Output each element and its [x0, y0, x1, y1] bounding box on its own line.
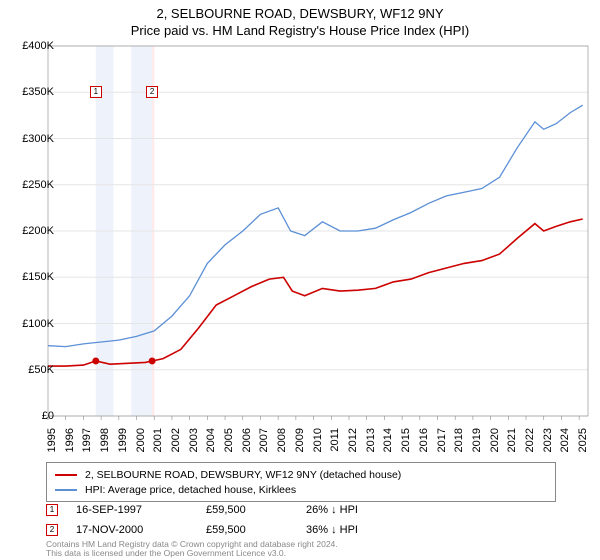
chart-plot-area [48, 46, 588, 416]
y-tick-label: £400K [8, 40, 54, 52]
y-tick-label: £50K [8, 364, 54, 376]
sale-delta: 36% ↓ HPI [306, 524, 406, 536]
chart-container: 2, SELBOURNE ROAD, DEWSBURY, WF12 9NY Pr… [0, 0, 600, 560]
sales-table: 1 16-SEP-1997 £59,500 26% ↓ HPI 2 17-NOV… [46, 500, 406, 540]
x-tick-label: 2024 [559, 428, 571, 468]
title-line-2: Price paid vs. HM Land Registry's House … [131, 23, 469, 38]
title-line-1: 2, SELBOURNE ROAD, DEWSBURY, WF12 9NY [156, 6, 443, 21]
sale-date: 16-SEP-1997 [76, 504, 206, 516]
chart-svg [48, 46, 588, 416]
footnote: Contains HM Land Registry data © Crown c… [46, 540, 338, 559]
sale-row: 2 17-NOV-2000 £59,500 36% ↓ HPI [46, 520, 406, 540]
y-tick-label: £100K [8, 318, 54, 330]
footnote-line-2: This data is licensed under the Open Gov… [46, 548, 286, 558]
sale-index-marker: 1 [46, 504, 58, 516]
y-tick-label: £300K [8, 133, 54, 145]
y-tick-label: £150K [8, 271, 54, 283]
sale-delta: 26% ↓ HPI [306, 504, 406, 516]
legend-swatch-price-paid [55, 474, 77, 476]
legend-row: 2, SELBOURNE ROAD, DEWSBURY, WF12 9NY (d… [55, 467, 547, 482]
sale-price: £59,500 [206, 504, 306, 516]
legend-label-hpi: HPI: Average price, detached house, Kirk… [85, 484, 296, 496]
sale-row: 1 16-SEP-1997 £59,500 26% ↓ HPI [46, 500, 406, 520]
legend-row: HPI: Average price, detached house, Kirk… [55, 482, 547, 497]
legend-swatch-hpi [55, 489, 77, 491]
y-tick-label: £0 [8, 410, 54, 422]
x-tick-label: 2025 [577, 428, 589, 468]
legend-label-price-paid: 2, SELBOURNE ROAD, DEWSBURY, WF12 9NY (d… [85, 469, 401, 481]
chart-title: 2, SELBOURNE ROAD, DEWSBURY, WF12 9NY Pr… [0, 0, 600, 40]
sale-date: 17-NOV-2000 [76, 524, 206, 536]
sale-price: £59,500 [206, 524, 306, 536]
sale-marker-label: 1 [90, 86, 102, 98]
y-tick-label: £350K [8, 86, 54, 98]
sale-index-marker: 2 [46, 524, 58, 536]
y-tick-label: £250K [8, 179, 54, 191]
legend: 2, SELBOURNE ROAD, DEWSBURY, WF12 9NY (d… [46, 462, 556, 502]
y-tick-label: £200K [8, 225, 54, 237]
sale-marker-label: 2 [146, 86, 158, 98]
